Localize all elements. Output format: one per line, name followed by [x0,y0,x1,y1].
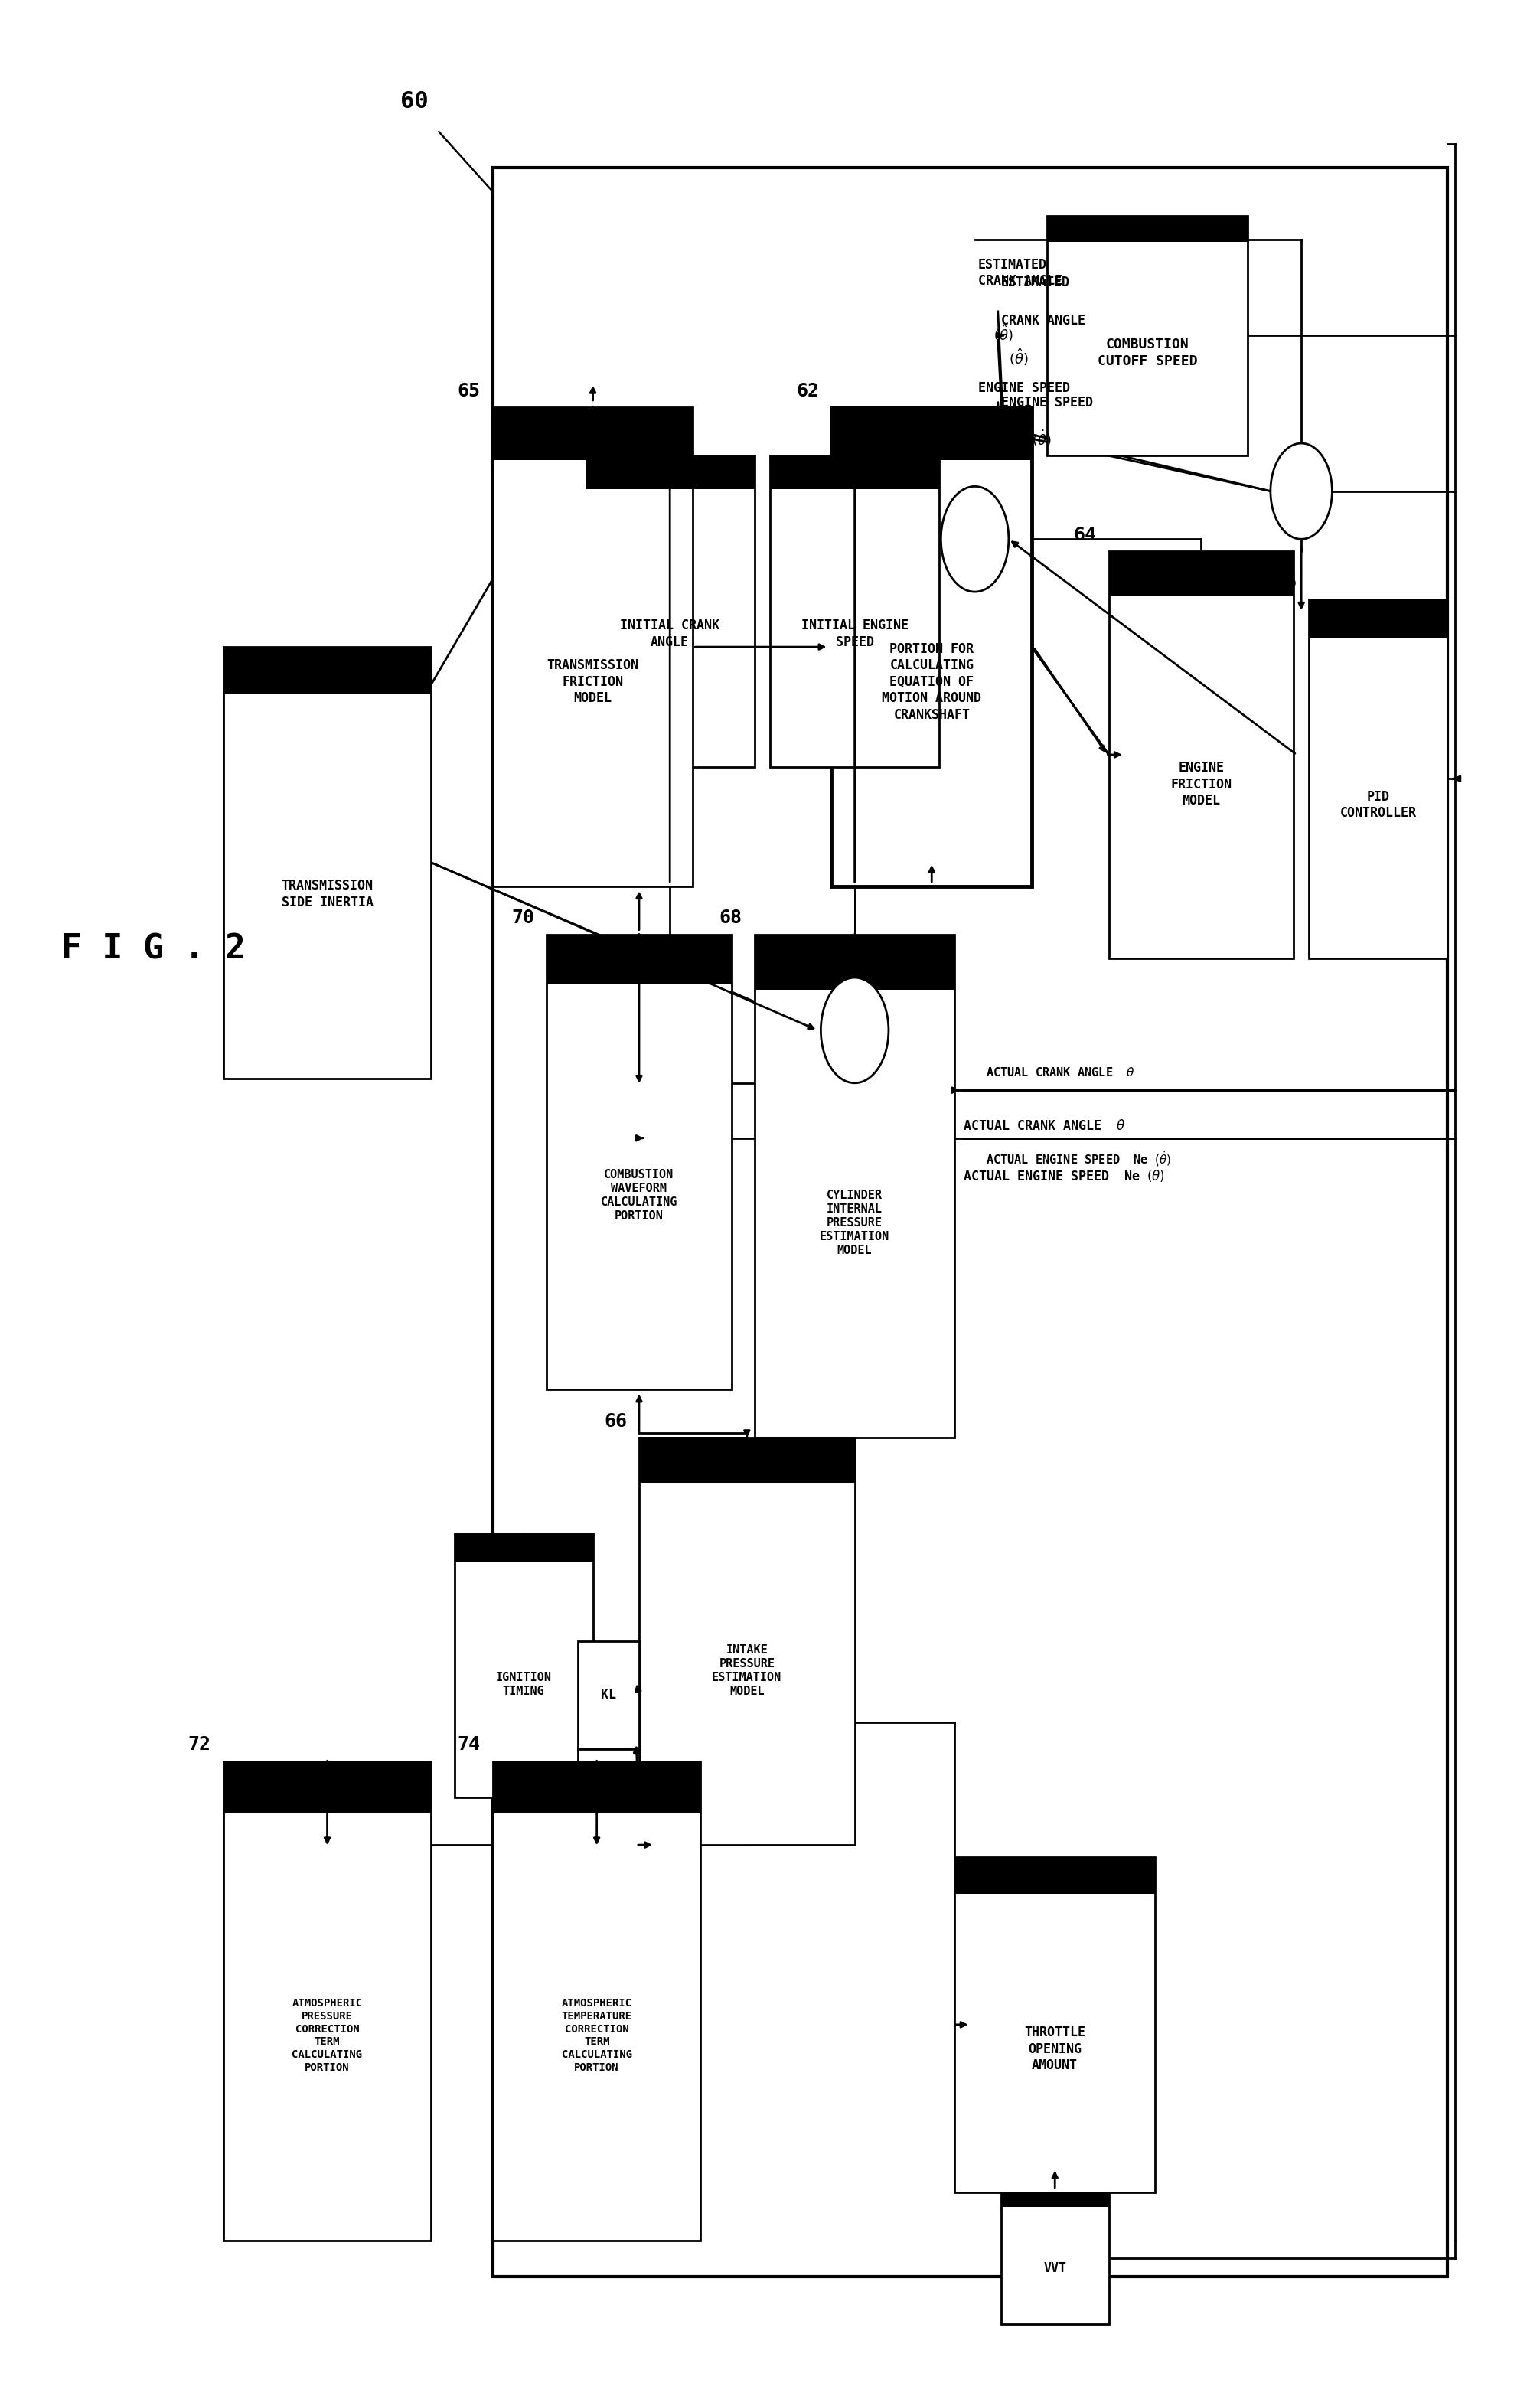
Text: INITIAL CRANK
ANGLE: INITIAL CRANK ANGLE [621,618,719,649]
Text: INITIAL ENGINE
SPEED: INITIAL ENGINE SPEED [801,618,909,649]
Bar [223,647,431,695]
Text: ACTUAL ENGINE SPEED  Ne $(\dot{\theta})$: ACTUAL ENGINE SPEED Ne $(\dot{\theta})$ [962,1164,1164,1184]
Bar [547,934,732,985]
Text: TRANSMISSION
FRICTION
MODEL: TRANSMISSION FRICTION MODEL [547,659,639,704]
Bar [755,934,955,990]
Text: 76: 76 [1274,573,1297,592]
Text: KL: KL [601,1689,616,1701]
Bar [223,1761,431,2240]
Bar [1001,2192,1109,2324]
Text: 60: 60 [400,91,428,113]
Text: ATMOSPHERIC
TEMPERATURE
CORRECTION
TERM
CALCULATING
PORTION: ATMOSPHERIC TEMPERATURE CORRECTION TERM … [562,1998,631,2073]
Text: 68: 68 [719,908,742,927]
Bar [454,1533,593,1562]
Text: F I G . 2: F I G . 2 [62,932,246,966]
Bar [578,1749,639,1857]
Text: 70: 70 [511,908,534,927]
Text: INTAKE
PRESSURE
ESTIMATION
MODEL: INTAKE PRESSURE ESTIMATION MODEL [711,1644,782,1696]
Bar [493,407,693,887]
Text: PORTION FOR
CALCULATING
EQUATION OF
MOTION AROUND
CRANKSHAFT: PORTION FOR CALCULATING EQUATION OF MOTI… [882,642,981,721]
Bar [493,407,693,460]
Text: ACTUAL ENGINE SPEED  Ne $(\dot{\theta})$: ACTUAL ENGINE SPEED Ne $(\dot{\theta})$ [986,1150,1170,1167]
Text: ENGINE SPEED: ENGINE SPEED [1001,395,1093,410]
Text: ATMOSPHERIC
PRESSURE
CORRECTION
TERM
CALCULATING
PORTION: ATMOSPHERIC PRESSURE CORRECTION TERM CAL… [293,1998,362,2073]
Bar [585,455,755,489]
Text: ENGINE SPEED: ENGINE SPEED [978,381,1070,395]
Bar [770,455,939,489]
Text: THROTTLE
OPENING
AMOUNT: THROTTLE OPENING AMOUNT [1024,2025,1086,2073]
Bar [639,1438,855,1845]
Text: TRANSMISSION
SIDE INERTIA: TRANSMISSION SIDE INERTIA [282,879,373,908]
Text: PID
CONTROLLER: PID CONTROLLER [1340,791,1417,819]
Text: 64: 64 [1073,525,1096,544]
Bar [832,407,1032,460]
Bar [1109,551,1294,958]
Bar [1309,599,1448,640]
Text: COMBUSTION
CUTOFF SPEED: COMBUSTION CUTOFF SPEED [1098,338,1197,369]
Bar [585,455,755,767]
Text: COMBUSTION
WAVEFORM
CALCULATING
PORTION: COMBUSTION WAVEFORM CALCULATING PORTION [601,1169,678,1222]
Bar [1001,2192,1109,2207]
Bar [755,934,955,1438]
Text: ESTIMATED: ESTIMATED [1001,276,1070,290]
Bar [1309,599,1448,958]
Bar [1047,216,1247,242]
Bar [1047,216,1247,455]
Bar [955,1857,1155,2192]
Text: ACTUAL CRANK ANGLE  $\theta$: ACTUAL CRANK ANGLE $\theta$ [962,1119,1124,1133]
Text: 66: 66 [604,1411,627,1430]
Text: $(\hat{\theta})$: $(\hat{\theta})$ [993,323,1013,345]
Circle shape [1270,443,1332,539]
Circle shape [941,486,1009,592]
Circle shape [821,978,889,1083]
Text: 65: 65 [457,381,480,400]
Bar [223,647,431,1078]
Bar [493,168,1448,2276]
Bar [832,407,1032,887]
Bar [770,455,939,767]
Text: ESTIMATED
CRANK ANGLE: ESTIMATED CRANK ANGLE [978,259,1063,288]
Text: Ne: Ne [601,1797,616,1809]
Bar [578,1641,639,1749]
Text: CYLINDER
INTERNAL
PRESSURE
ESTIMATION
MODEL: CYLINDER INTERNAL PRESSURE ESTIMATION MO… [819,1188,890,1256]
Bar [547,934,732,1390]
Text: 72: 72 [188,1735,211,1754]
Text: IGNITION
TIMING: IGNITION TIMING [496,1672,551,1696]
Bar [493,1761,701,2240]
Text: CRANK ANGLE: CRANK ANGLE [1001,314,1086,328]
Bar [223,1761,431,1814]
Bar [493,1761,701,1814]
Text: VVT: VVT [1044,2262,1066,2274]
Bar [639,1438,855,1483]
Bar [454,1533,593,1797]
Text: ACTUAL CRANK ANGLE  $\theta$: ACTUAL CRANK ANGLE $\theta$ [986,1066,1135,1078]
Text: Ne $(\dot{\theta})$: Ne $(\dot{\theta})$ [1009,429,1052,448]
Text: $(\hat{\theta})$: $(\hat{\theta})$ [1009,347,1029,367]
Text: ENGINE
FRICTION
MODEL: ENGINE FRICTION MODEL [1170,762,1232,807]
Bar [955,1857,1155,1893]
Text: 62: 62 [796,381,819,400]
Text: Ne $(\dot{\theta})$: Ne $(\dot{\theta})$ [978,426,1018,446]
Bar [1109,551,1294,597]
Text: 74: 74 [457,1735,480,1754]
